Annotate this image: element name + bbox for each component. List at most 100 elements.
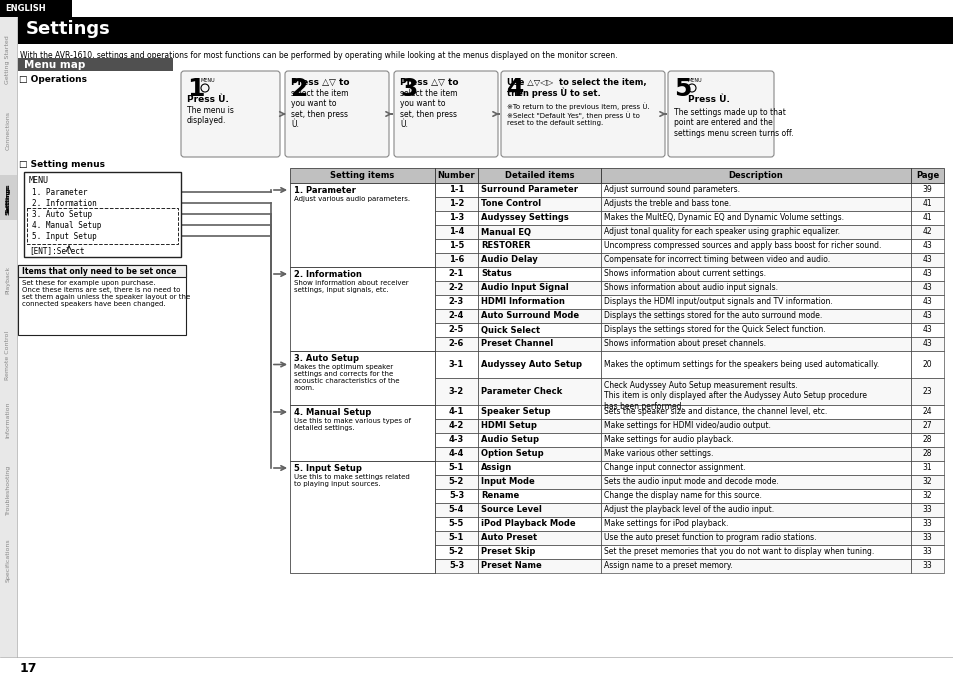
Bar (435, 503, 477, 517)
Bar (600, 337, 910, 351)
Text: Auto Preset: Auto Preset (480, 533, 537, 543)
Text: 43: 43 (922, 256, 931, 265)
Text: 1-3: 1-3 (449, 213, 464, 223)
Text: The menu is
displayed.: The menu is displayed. (187, 106, 233, 126)
Text: 28: 28 (922, 450, 931, 458)
Bar (0, 175, 17, 220)
Bar (910, 433, 943, 447)
Bar (18, 17, 953, 42)
Text: Description: Description (728, 171, 782, 180)
Bar (600, 545, 910, 559)
Text: 43: 43 (922, 242, 931, 250)
Bar (910, 419, 943, 433)
Bar (910, 378, 943, 405)
Bar (910, 281, 943, 295)
Bar (600, 419, 910, 433)
Text: Preset Skip: Preset Skip (480, 547, 535, 556)
Bar (600, 168, 910, 183)
Text: 4. Manual Setup: 4. Manual Setup (294, 408, 371, 417)
Text: RESTORER: RESTORER (480, 242, 530, 250)
Text: Displays the HDMI input/output signals and TV information.: Displays the HDMI input/output signals a… (603, 298, 832, 306)
Text: Preset Channel: Preset Channel (480, 340, 553, 348)
Bar (477, 405, 600, 419)
Text: 1: 1 (187, 77, 204, 101)
Text: Adjust tonal quality for each speaker using graphic equalizer.: Adjust tonal quality for each speaker us… (603, 227, 840, 236)
Text: 32: 32 (922, 491, 931, 500)
Text: 3. Auto Setup: 3. Auto Setup (294, 354, 358, 363)
Text: 5-1: 5-1 (448, 464, 464, 472)
Bar (435, 197, 477, 211)
Bar (600, 405, 910, 419)
Text: Source Level: Source Level (480, 506, 541, 514)
Bar (477, 253, 600, 267)
Bar (435, 225, 477, 239)
Text: 23: 23 (922, 387, 931, 396)
Bar (435, 461, 477, 475)
Text: 1-2: 1-2 (448, 200, 464, 209)
Bar (477, 295, 600, 309)
Text: Use this to make settings related
to playing input sources.: Use this to make settings related to pla… (294, 474, 410, 487)
Bar (600, 197, 910, 211)
Bar (910, 267, 943, 281)
Text: 4-2: 4-2 (448, 421, 464, 431)
Bar (910, 183, 943, 197)
Text: Make settings for audio playback.: Make settings for audio playback. (603, 435, 733, 445)
Bar (477, 503, 600, 517)
Text: Makes the optimum speaker
settings and corrects for the
acoustic characteristics: Makes the optimum speaker settings and c… (294, 364, 399, 391)
Text: 1. Parameter: 1. Parameter (294, 186, 355, 195)
Text: MENU: MENU (29, 176, 49, 185)
Bar (477, 309, 600, 323)
Text: 28: 28 (922, 435, 931, 445)
Bar (600, 225, 910, 239)
Bar (435, 351, 477, 378)
Bar (435, 559, 477, 573)
Text: Adjusts the treble and bass tone.: Adjusts the treble and bass tone. (603, 200, 730, 209)
Bar (910, 323, 943, 337)
Text: Change the display name for this source.: Change the display name for this source. (603, 491, 761, 500)
Bar (600, 447, 910, 461)
Bar (600, 323, 910, 337)
Text: Displays the settings stored for the Quick Select function.: Displays the settings stored for the Qui… (603, 325, 824, 335)
Text: 4: 4 (506, 77, 524, 101)
Text: □ Setting menus: □ Setting menus (19, 160, 105, 169)
Text: Press Ù.: Press Ù. (187, 95, 229, 104)
Text: Compensate for incorrect timing between video and audio.: Compensate for incorrect timing between … (603, 256, 829, 265)
Bar (435, 517, 477, 531)
Text: Shows information about preset channels.: Shows information about preset channels. (603, 340, 765, 348)
Text: 43: 43 (922, 340, 931, 348)
Text: 33: 33 (922, 520, 931, 529)
Text: Speaker Setup: Speaker Setup (480, 408, 550, 416)
Text: Sets the audio input mode and decode mode.: Sets the audio input mode and decode mod… (603, 477, 778, 487)
Text: 2-6: 2-6 (448, 340, 464, 348)
Text: 1. Parameter: 1. Parameter (32, 188, 88, 197)
Text: 4. Manual Setup: 4. Manual Setup (32, 221, 101, 230)
Text: 2-1: 2-1 (448, 269, 464, 279)
Text: 3: 3 (399, 77, 416, 101)
Bar (600, 475, 910, 489)
Bar (910, 295, 943, 309)
Text: Press Ù.: Press Ù. (687, 95, 729, 104)
Text: Assign name to a preset memory.: Assign name to a preset memory. (603, 562, 732, 570)
Bar (910, 503, 943, 517)
Text: Rename: Rename (480, 491, 518, 500)
Text: 1-1: 1-1 (448, 186, 464, 194)
Text: Quick Select: Quick Select (480, 325, 539, 335)
Text: Uncompress compressed sources and apply bass boost for richer sound.: Uncompress compressed sources and apply … (603, 242, 881, 250)
Text: Tone Control: Tone Control (480, 200, 540, 209)
Bar (435, 475, 477, 489)
Text: 39: 39 (922, 186, 931, 194)
Bar (435, 447, 477, 461)
Bar (477, 337, 600, 351)
Bar (435, 531, 477, 545)
Bar (910, 225, 943, 239)
Text: Settings: Settings (26, 20, 111, 38)
Text: Audio Delay: Audio Delay (480, 256, 537, 265)
Text: Check Audyssey Auto Setup measurement results.
This item is only displayed after: Check Audyssey Auto Setup measurement re… (603, 381, 866, 411)
Text: Settings: Settings (6, 185, 10, 215)
Text: 1-6: 1-6 (448, 256, 464, 265)
Bar (600, 351, 910, 378)
FancyBboxPatch shape (285, 71, 389, 157)
Bar (435, 253, 477, 267)
Bar (477, 447, 600, 461)
Text: 41: 41 (922, 213, 931, 223)
